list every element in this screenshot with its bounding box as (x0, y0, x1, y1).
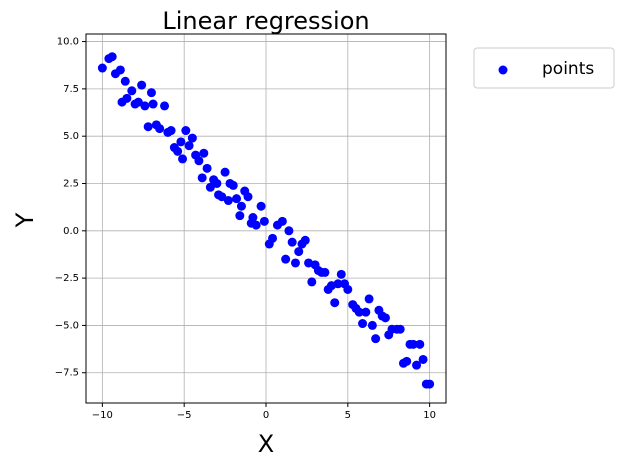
point (425, 379, 435, 389)
point (205, 182, 215, 192)
point (236, 201, 246, 211)
point (320, 267, 330, 277)
point (217, 192, 227, 202)
point (367, 320, 377, 330)
point (212, 178, 222, 188)
point (146, 88, 156, 98)
y-tick-label: −2.5 (55, 273, 79, 284)
y-axis-label: Y (11, 212, 39, 228)
x-tick-label: −10 (92, 410, 113, 421)
point (256, 201, 266, 211)
point (202, 163, 212, 173)
point (187, 133, 197, 143)
point (184, 141, 194, 151)
point (243, 192, 253, 202)
point (133, 97, 143, 107)
point (361, 307, 371, 317)
point (402, 356, 412, 366)
point (364, 294, 374, 304)
y-tick-label: 5.0 (63, 131, 79, 142)
point (197, 173, 207, 183)
x-tick-label: 0 (263, 410, 269, 421)
point (290, 258, 300, 268)
point (228, 180, 238, 190)
point (223, 196, 233, 206)
legend-label: points (542, 59, 594, 79)
point (307, 277, 317, 287)
x-tick-label: 5 (345, 410, 351, 421)
point (127, 86, 137, 96)
y-tick-label: 10.0 (57, 37, 79, 48)
point (300, 235, 310, 245)
point (268, 233, 278, 243)
point (181, 126, 191, 136)
point (343, 284, 353, 294)
point (277, 216, 287, 226)
point (148, 99, 158, 109)
legend-box (473, 47, 615, 89)
y-tick-label: 0.0 (63, 226, 79, 237)
point (418, 354, 428, 364)
y-tick-label: −5.0 (55, 320, 79, 331)
point (173, 146, 183, 156)
point (380, 313, 390, 323)
point (248, 213, 258, 223)
point (143, 122, 153, 132)
point (178, 154, 188, 164)
point (232, 194, 242, 204)
point (395, 324, 405, 334)
point (122, 93, 132, 103)
point (235, 211, 245, 221)
point (137, 80, 147, 90)
point (220, 167, 230, 177)
x-tick-label: 10 (423, 410, 436, 421)
legend-marker (498, 65, 508, 75)
y-tick-label: 2.5 (63, 178, 79, 189)
point (251, 220, 261, 230)
point (412, 360, 422, 370)
point (371, 334, 381, 344)
point (358, 319, 368, 329)
point (166, 126, 176, 136)
chart-title: Linear regression (162, 7, 369, 35)
point (155, 124, 165, 134)
x-axis-label: X (258, 430, 274, 458)
point (281, 254, 291, 264)
point (354, 307, 364, 317)
point (259, 216, 269, 226)
point (287, 237, 297, 247)
point (336, 269, 346, 279)
point (199, 148, 209, 158)
point (284, 226, 294, 236)
x-tick-label: −5 (177, 410, 192, 421)
point (120, 76, 130, 86)
point (115, 65, 125, 75)
y-tick-label: −7.5 (55, 368, 79, 379)
point (176, 137, 186, 147)
point (194, 156, 204, 166)
point (140, 101, 150, 111)
point (97, 63, 107, 73)
point (294, 247, 304, 257)
y-tick-label: 7.5 (63, 84, 79, 95)
point (333, 279, 343, 289)
point (415, 339, 425, 349)
point (408, 339, 418, 349)
point (160, 101, 170, 111)
point (107, 52, 117, 62)
plot-frame (85, 33, 447, 404)
point (330, 298, 340, 308)
